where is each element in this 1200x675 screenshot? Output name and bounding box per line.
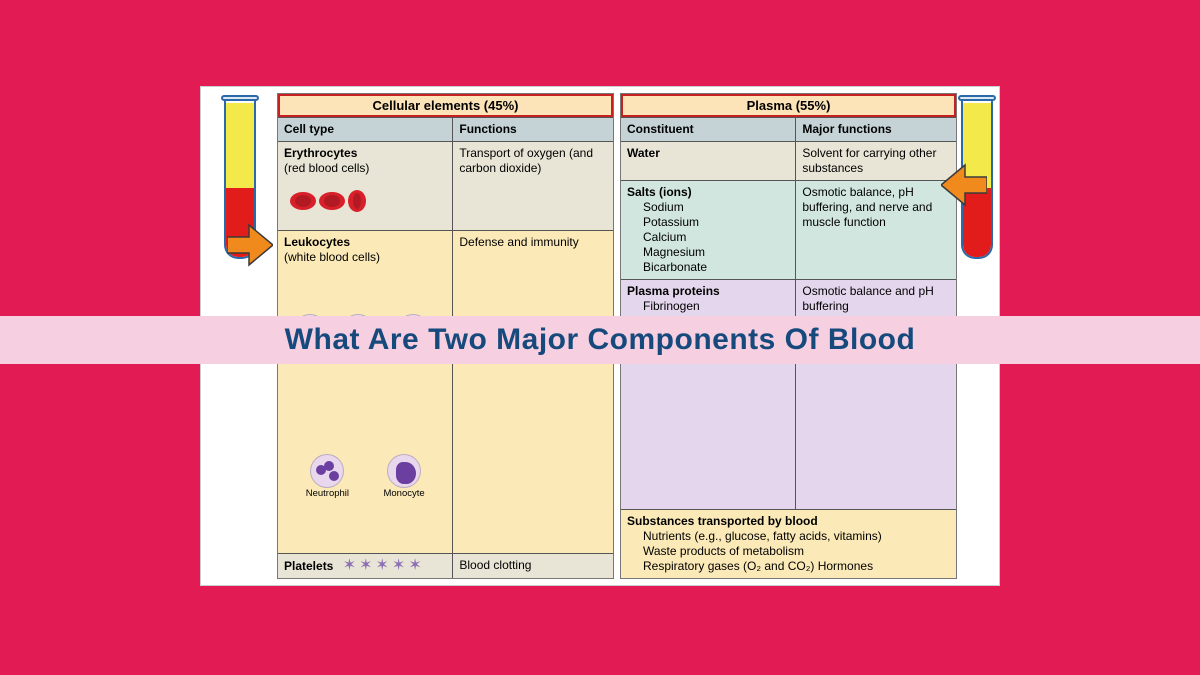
cell-type: Platelets ✶✶✶✶✶ — [278, 554, 453, 578]
wbc-label: Neutrophil — [306, 488, 349, 500]
erythrocytes-label: Erythrocytes — [284, 146, 357, 160]
leukocytes-label: Leukocytes — [284, 235, 350, 249]
wbc-illustration: BasophilEosinophilLymphocyteNeutrophilMo… — [284, 265, 446, 549]
list-item: Calcium — [627, 230, 789, 245]
plasma-title: Plasma (55%) — [621, 94, 956, 117]
substances-transported: Substances transported by blood Nutrient… — [621, 510, 956, 578]
cellular-header-row: Cell type Functions — [278, 117, 613, 141]
table-row: Plasma proteins FibrinogenImmunoglobulin… — [621, 279, 956, 509]
platelet-illustration: ✶✶✶✶✶ — [337, 558, 422, 574]
table-row: Erythrocytes (red blood cells) Transport… — [278, 141, 613, 230]
table-row: Leukocytes (white blood cells) BasophilE… — [278, 230, 613, 553]
table-row: Platelets ✶✶✶✶✶ Blood clotting — [278, 553, 613, 578]
rbc-icon — [319, 192, 345, 210]
platelet-icon: ✶ — [392, 558, 405, 574]
wbc-neutrophil: Neutrophil — [306, 454, 349, 500]
function-line: Osmotic balance and pH buffering — [802, 284, 950, 314]
plasma-footer-row: Substances transported by blood Nutrient… — [621, 509, 956, 578]
platelets-label: Platelets — [284, 559, 333, 573]
cell-function: Transport of oxygen (and carbon dioxide) — [453, 142, 613, 230]
arrow-right-icon — [227, 223, 273, 267]
platelet-icon: ✶ — [343, 558, 356, 574]
major-function: Osmotic balance and pH bufferingClotting… — [796, 280, 956, 509]
title-overlay-bar: What Are Two Major Components Of Blood — [0, 316, 1200, 364]
platelet-icon: ✶ — [376, 558, 389, 574]
table-row: Salts (ions) SodiumPotassiumCalciumMagne… — [621, 180, 956, 279]
list-item: Magnesium — [627, 245, 789, 260]
list-item: Nutrients (e.g., glucose, fatty acids, v… — [627, 529, 950, 544]
rbc-icon — [348, 190, 366, 212]
major-function: Osmotic balance, pH buffering, and nerve… — [796, 181, 956, 279]
wbc-monocyte: Monocyte — [383, 454, 424, 500]
constituent: Salts (ions) SodiumPotassiumCalciumMagne… — [621, 181, 796, 279]
platelet-icon: ✶ — [359, 558, 372, 574]
cell-function: Defense and immunity — [453, 231, 613, 553]
list-item: Bicarbonate — [627, 260, 789, 275]
list-item: Respiratory gases (O₂ and CO₂) Hormones — [627, 559, 950, 574]
plasma-header-row: Constituent Major functions — [621, 117, 956, 141]
list-item: Fibrinogen — [627, 299, 789, 314]
cellular-header-col1: Cell type — [278, 118, 453, 141]
footer-title: Substances transported by blood — [627, 514, 818, 528]
water-label: Water — [627, 146, 660, 160]
major-function: Solvent for carrying other substances — [796, 142, 956, 180]
constituent: Water — [621, 142, 796, 180]
rbc-icon — [290, 192, 316, 210]
list-item: Sodium — [627, 200, 789, 215]
erythrocytes-sublabel: (red blood cells) — [284, 161, 369, 175]
arrow-left-icon — [941, 163, 987, 207]
proteins-label: Plasma proteins — [627, 284, 720, 298]
cellular-header-col2: Functions — [453, 118, 613, 141]
rbc-illustration — [284, 176, 446, 226]
leukocytes-sublabel: (white blood cells) — [284, 250, 380, 264]
plasma-header-col2: Major functions — [796, 118, 956, 141]
wbc-label: Monocyte — [383, 488, 424, 500]
salts-label: Salts (ions) — [627, 185, 692, 199]
cell-type: Erythrocytes (red blood cells) — [278, 142, 453, 230]
cell-function: Blood clotting — [453, 554, 613, 578]
plasma-header-col1: Constituent — [621, 118, 796, 141]
constituent: Plasma proteins FibrinogenImmunoglobulin… — [621, 280, 796, 509]
list-item: Potassium — [627, 215, 789, 230]
table-row: Water Solvent for carrying other substan… — [621, 141, 956, 180]
list-item: Waste products of metabolism — [627, 544, 950, 559]
platelet-icon: ✶ — [408, 558, 421, 574]
cellular-title: Cellular elements (45%) — [278, 94, 613, 117]
cell-type: Leukocytes (white blood cells) BasophilE… — [278, 231, 453, 553]
page-title: What Are Two Major Components Of Blood — [285, 323, 916, 357]
